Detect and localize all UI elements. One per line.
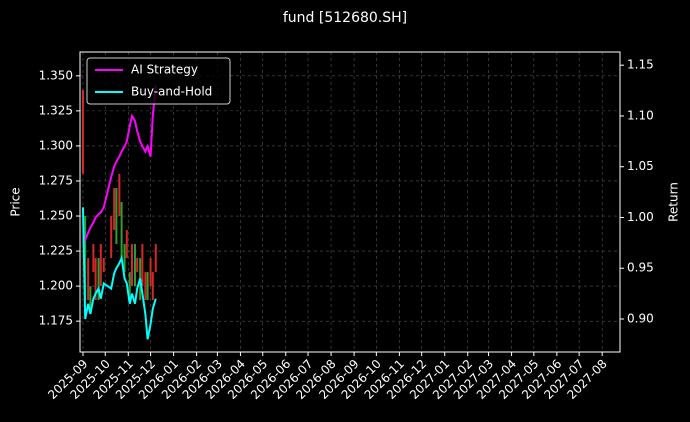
y-tick-label: 1.175 <box>39 314 73 328</box>
candle <box>102 258 105 273</box>
candle <box>118 173 121 217</box>
candle <box>123 244 126 273</box>
y-tick-label: 1.275 <box>39 173 73 187</box>
candle <box>113 187 116 231</box>
y2-tick-label: 0.90 <box>627 312 654 326</box>
candle <box>144 272 147 301</box>
candle <box>87 258 90 301</box>
y2-axis-label: Return <box>667 182 681 222</box>
y-tick-label: 1.300 <box>39 138 73 152</box>
candle <box>84 216 87 301</box>
y-tick-label: 1.350 <box>39 68 73 82</box>
candle <box>149 258 152 287</box>
candle <box>125 230 128 259</box>
candle <box>136 258 139 273</box>
candle <box>92 244 95 273</box>
candle <box>130 244 133 287</box>
y2-tick-label: 1.15 <box>627 58 654 72</box>
y2-tick-label: 0.95 <box>627 261 654 275</box>
candle <box>141 244 144 287</box>
candle <box>146 272 149 301</box>
candle <box>120 202 123 259</box>
candle <box>110 216 113 259</box>
candle <box>97 258 100 301</box>
y-tick-label: 1.325 <box>39 103 73 117</box>
axes-frame <box>79 51 621 353</box>
legend-label: Buy-and-Hold <box>131 85 212 99</box>
return-line <box>81 207 157 340</box>
candle <box>151 272 154 301</box>
y-tick-label: 1.200 <box>39 279 73 293</box>
y2-tick-label: 1.00 <box>627 210 654 224</box>
y-axis-label: Price <box>9 187 23 216</box>
y-tick-label: 1.225 <box>39 244 73 258</box>
candle <box>94 258 97 301</box>
y2-tick-label: 1.05 <box>627 159 654 173</box>
candle <box>128 272 131 301</box>
legend-label: AI Strategy <box>131 63 198 77</box>
return-line <box>82 85 157 244</box>
y-tick-label: 1.250 <box>39 209 73 223</box>
candle <box>89 286 92 315</box>
candle <box>115 187 118 245</box>
candle <box>99 244 102 287</box>
y2-tick-label: 1.10 <box>627 108 654 122</box>
candle <box>81 89 84 174</box>
candle <box>133 244 136 287</box>
candle <box>154 244 157 273</box>
chart-title: fund [512680.SH] <box>283 10 407 26</box>
